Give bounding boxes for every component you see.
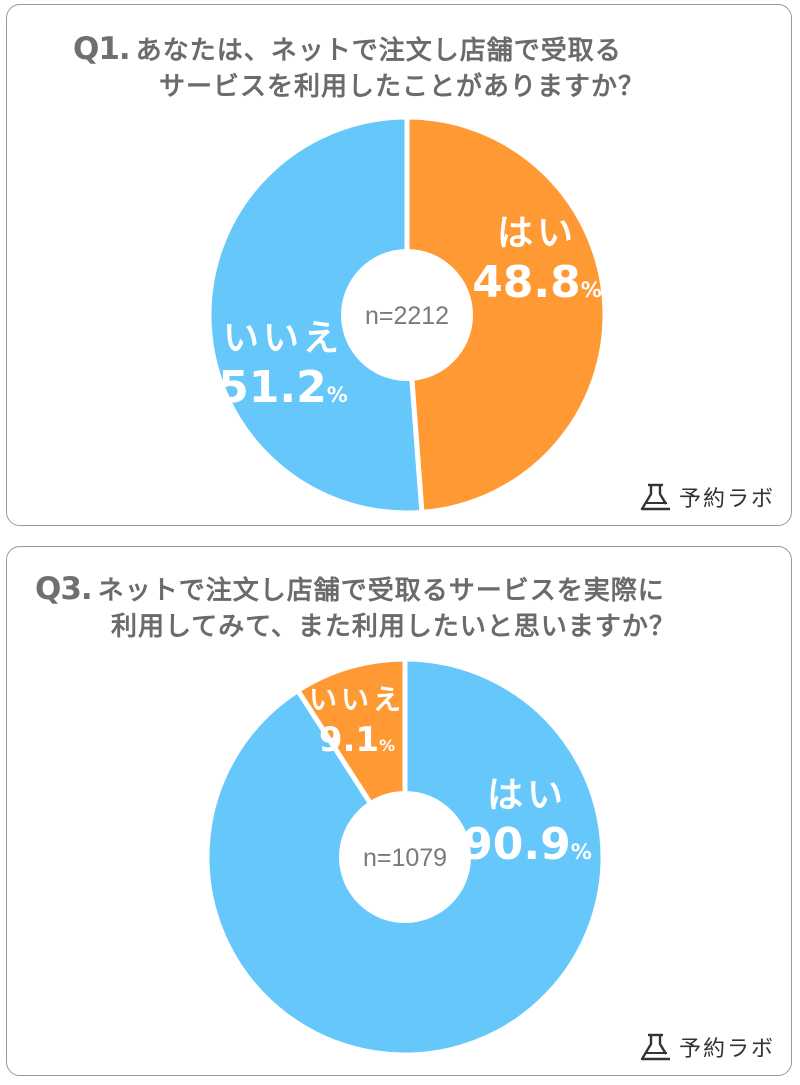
- slice-value-label: 9.1%: [319, 720, 395, 760]
- flask-icon: [640, 483, 670, 511]
- pie-slice-yes: [404, 114, 608, 515]
- sample-size-label: n=2212: [365, 302, 449, 330]
- donut-hole: [341, 249, 473, 381]
- yoyaku-lab-logo: 予約ラボ: [639, 1031, 775, 1063]
- slice-value-label: 90.9%: [462, 819, 592, 870]
- question-number: Q1.: [73, 31, 131, 67]
- slice-label: はい: [497, 213, 577, 254]
- flask-icon: [640, 1033, 670, 1061]
- chart-panel-q3: Q3. ネットで注文し店舗で受取るサービスを実際に 利用してみて、また利用したいと…: [6, 546, 792, 1076]
- title-line-2: 利用してみて、また利用したいと思いますか？: [111, 612, 676, 642]
- title-line-1: あなたは、ネットで注文し店舗で受取る: [135, 36, 622, 66]
- logo-text: 予約ラボ: [678, 1037, 775, 1062]
- pie-slice-no: [206, 114, 425, 516]
- slice-label: いいえ: [223, 318, 343, 359]
- slice-value-label: 48.8%: [472, 257, 602, 308]
- slice-label: いいえ: [309, 683, 405, 716]
- question-number: Q3.: [35, 571, 93, 607]
- slice-value-label: 51.2%: [218, 362, 348, 413]
- chart-title: Q3. ネットで注文し店舗で受取るサービスを実際に 利用してみて、また利用したいと…: [35, 571, 676, 645]
- sample-size-label: n=1079: [363, 844, 447, 872]
- chart-panel-q1: Q1. あなたは、ネットで注文し店舗で受取る サービスを利用したことがありますか？…: [6, 4, 792, 526]
- logo-text: 予約ラボ: [678, 487, 775, 512]
- yoyaku-lab-logo: 予約ラボ: [639, 481, 775, 513]
- donut-hole: [339, 791, 471, 923]
- slice-label: はい: [487, 775, 567, 816]
- title-line-2: サービスを利用したことがありますか？: [159, 72, 646, 102]
- title-line-1: ネットで注文し店舗で受取るサービスを実際に: [97, 576, 665, 606]
- chart-title: Q1. あなたは、ネットで注文し店舗で受取る サービスを利用したことがありますか？: [73, 31, 645, 105]
